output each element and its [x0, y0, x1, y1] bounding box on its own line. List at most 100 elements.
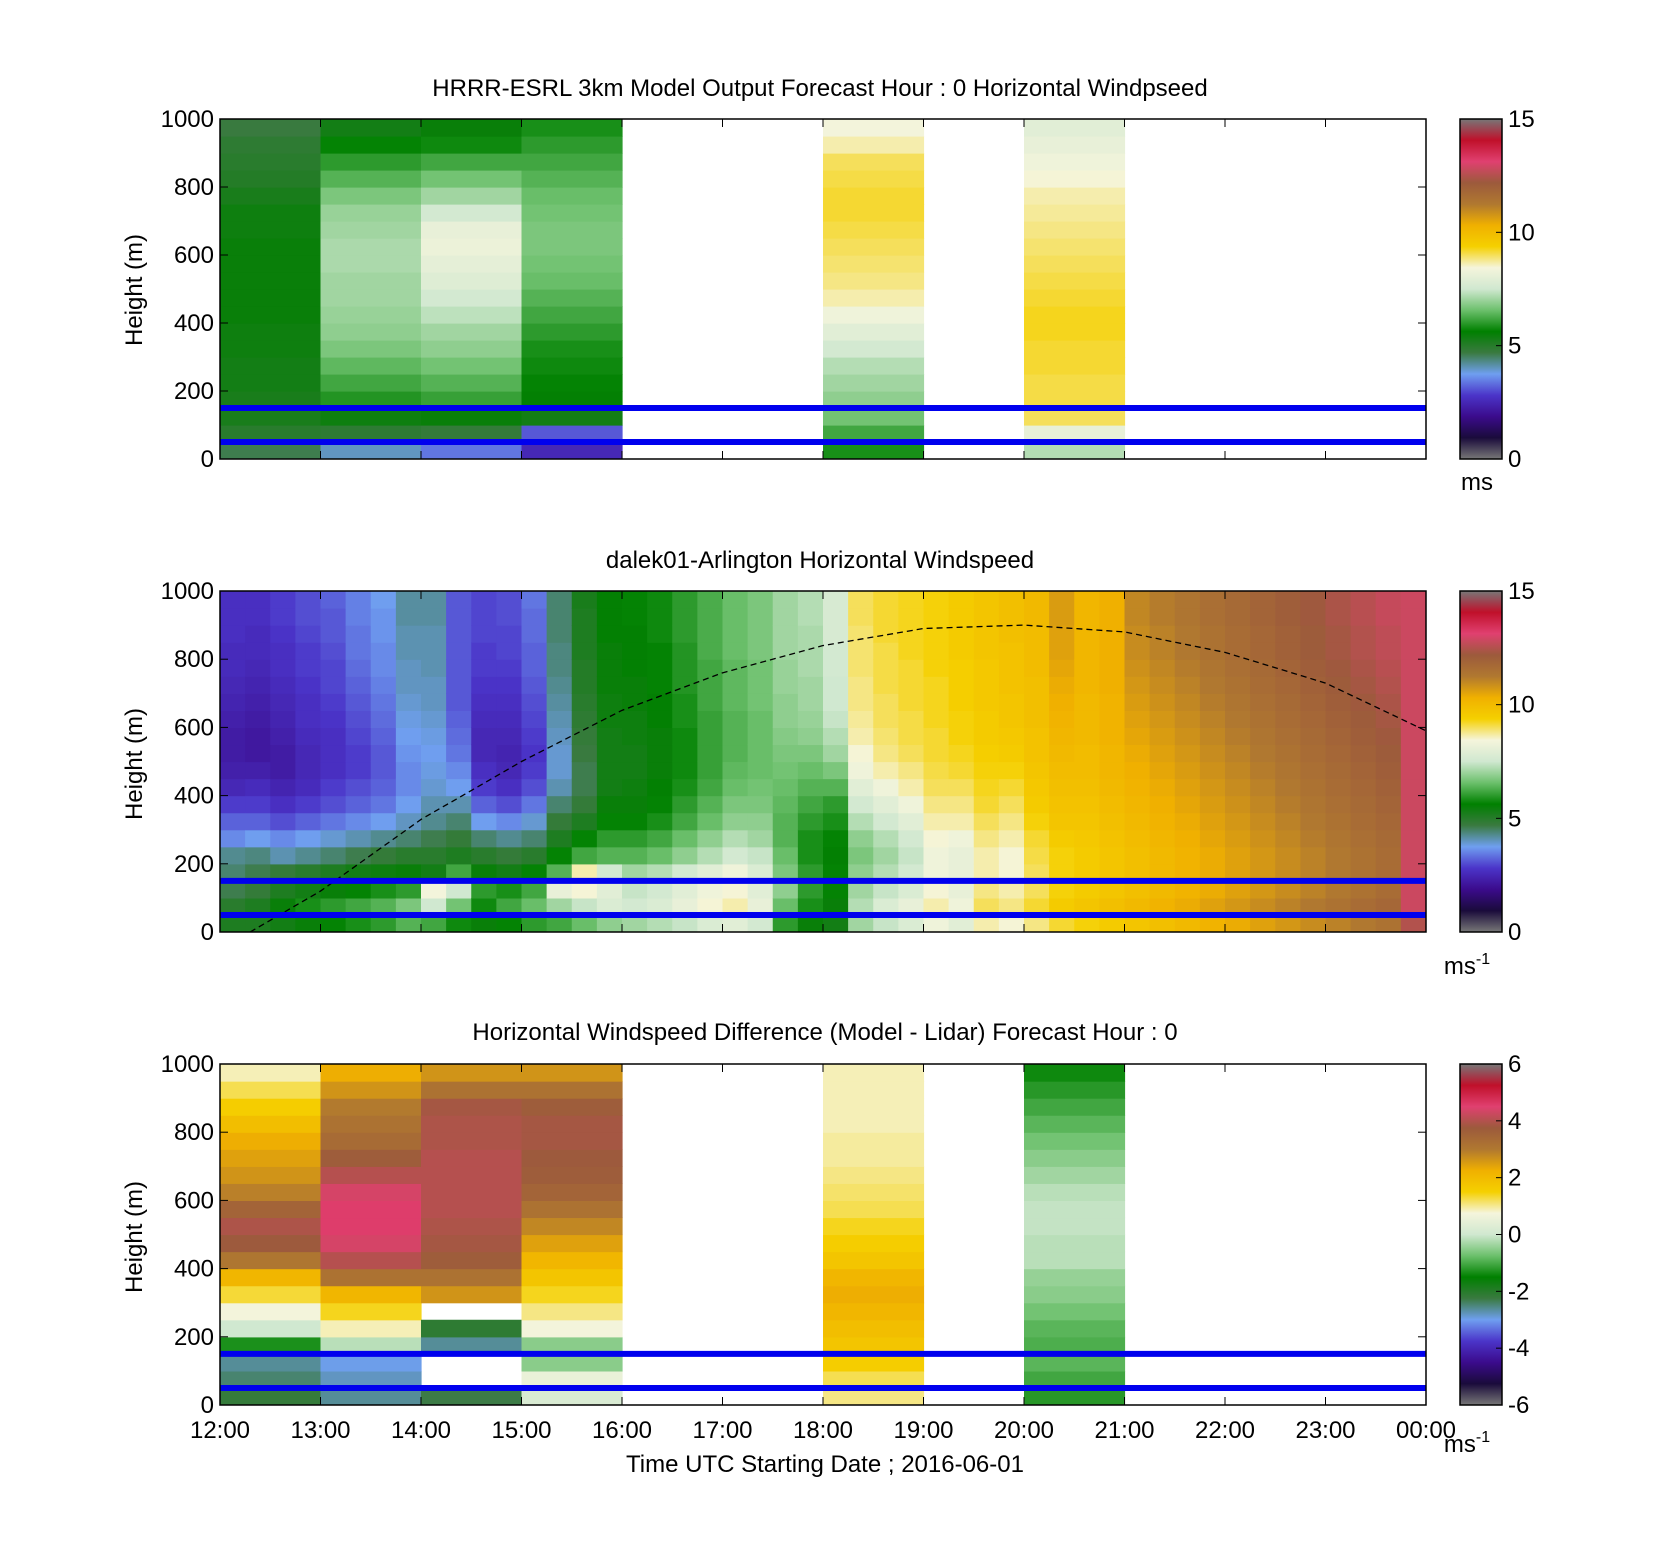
heatmap-cell — [345, 693, 372, 711]
heatmap-cell — [521, 204, 623, 222]
heatmap-cell — [622, 625, 648, 643]
heatmap-cell — [596, 744, 623, 763]
heatmap-cell — [1024, 221, 1126, 239]
panel-difference-title: Horizontal Windspeed Difference (Model -… — [472, 1019, 1177, 1046]
y-tick-label: 600 — [174, 714, 214, 741]
heatmap-cell — [320, 1353, 422, 1372]
heatmap-cell — [1325, 642, 1352, 660]
heatmap-cell — [421, 408, 523, 426]
heatmap-cell — [973, 897, 1000, 916]
heatmap-cell — [571, 744, 598, 763]
heatmap-cell — [295, 914, 322, 932]
heatmap-cell — [421, 204, 523, 222]
heatmap-cell — [320, 1183, 422, 1201]
heatmap-cell — [421, 880, 447, 899]
heatmap-cell — [395, 608, 422, 626]
heatmap-cell — [747, 863, 774, 882]
heatmap-cell — [220, 425, 322, 443]
heatmap-cell — [1225, 795, 1251, 814]
heatmap-cell — [220, 255, 322, 273]
heatmap-cell — [873, 608, 899, 626]
heatmap-cell — [873, 591, 899, 609]
heatmap-cell — [496, 727, 523, 746]
heatmap-cell — [245, 880, 271, 899]
heatmap-cell — [496, 829, 523, 848]
heatmap-cell — [1350, 795, 1377, 814]
x-tick-label: 22:00 — [1195, 1417, 1255, 1444]
heatmap-cell — [521, 693, 548, 711]
heatmap-cell — [421, 272, 523, 290]
heatmap-cell — [1300, 761, 1327, 780]
heatmap-cell — [220, 914, 246, 932]
heatmap-cell — [1199, 778, 1226, 797]
heatmap-cell — [370, 846, 397, 865]
heatmap-cell — [220, 1370, 322, 1389]
heatmap-cell — [1350, 846, 1377, 865]
heatmap-cell — [697, 829, 724, 848]
heatmap-cell — [722, 829, 749, 848]
heatmap-cell — [1225, 778, 1251, 797]
heatmap-cell — [521, 897, 548, 916]
heatmap-cell — [421, 238, 523, 256]
heatmap-cell — [1225, 914, 1251, 932]
heatmap-cell — [446, 727, 472, 746]
heatmap-cell — [1149, 727, 1176, 746]
heatmap-cell — [395, 778, 422, 797]
heatmap-cell — [521, 1268, 623, 1287]
heatmap-cell — [1099, 846, 1126, 865]
heatmap-cell — [1049, 676, 1075, 694]
heatmap-cell — [697, 897, 724, 916]
heatmap-cell — [1124, 608, 1151, 626]
heatmap-cell — [873, 863, 899, 882]
heatmap-cell — [1199, 795, 1226, 814]
heatmap-cell — [1350, 744, 1377, 763]
heatmap-cell — [923, 727, 950, 746]
heatmap-cell — [1250, 914, 1276, 932]
heatmap-cell — [898, 625, 925, 643]
heatmap-cell — [1225, 693, 1251, 711]
heatmap-cell — [1350, 659, 1377, 677]
heatmap-cell — [923, 659, 950, 677]
heatmap-cell — [220, 391, 322, 409]
heatmap-cell — [823, 204, 925, 222]
colorbar-tick-label: 0 — [1508, 919, 1521, 946]
heatmap-cell — [948, 727, 975, 746]
heatmap-cell — [873, 795, 899, 814]
heatmap-cell — [571, 761, 598, 780]
heatmap-cell — [848, 744, 874, 763]
heatmap-cell — [320, 880, 347, 899]
heatmap-cell — [998, 676, 1025, 694]
heatmap-cell — [295, 659, 322, 677]
heatmap-cell — [647, 812, 673, 831]
heatmap-cell — [1225, 608, 1251, 626]
heatmap-cell — [848, 914, 874, 932]
heatmap-cell — [421, 795, 447, 814]
heatmap-cell — [1024, 1370, 1126, 1389]
heatmap-cell — [421, 659, 447, 677]
heatmap-cell — [471, 897, 497, 916]
heatmap-cell — [1074, 625, 1100, 643]
heatmap-cell — [220, 710, 246, 728]
heatmap-cell — [1199, 676, 1226, 694]
heatmap-cell — [848, 659, 874, 677]
colorbar-tick-label: 10 — [1508, 219, 1535, 246]
heatmap-cell — [245, 676, 271, 694]
heatmap-cell — [1049, 829, 1075, 848]
heatmap-cell — [421, 642, 447, 660]
boundary-layer-curve — [249, 624, 1426, 932]
heatmap-cell — [521, 391, 623, 409]
heatmap-cell — [1099, 897, 1126, 916]
heatmap-cell — [1250, 642, 1276, 660]
heatmap-cell — [898, 727, 925, 746]
heatmap-cell — [722, 863, 749, 882]
heatmap-cell — [446, 846, 472, 865]
heatmap-cell — [345, 778, 372, 797]
heatmap-cell — [823, 1200, 925, 1219]
heatmap-cell — [320, 1098, 422, 1116]
y-tick-label: 200 — [174, 1324, 214, 1351]
heatmap-cell — [1074, 880, 1100, 899]
heatmap-cell — [471, 659, 497, 677]
heatmap-cell — [446, 625, 472, 643]
heatmap-cell — [220, 863, 246, 882]
heatmap-cells — [220, 591, 1426, 932]
